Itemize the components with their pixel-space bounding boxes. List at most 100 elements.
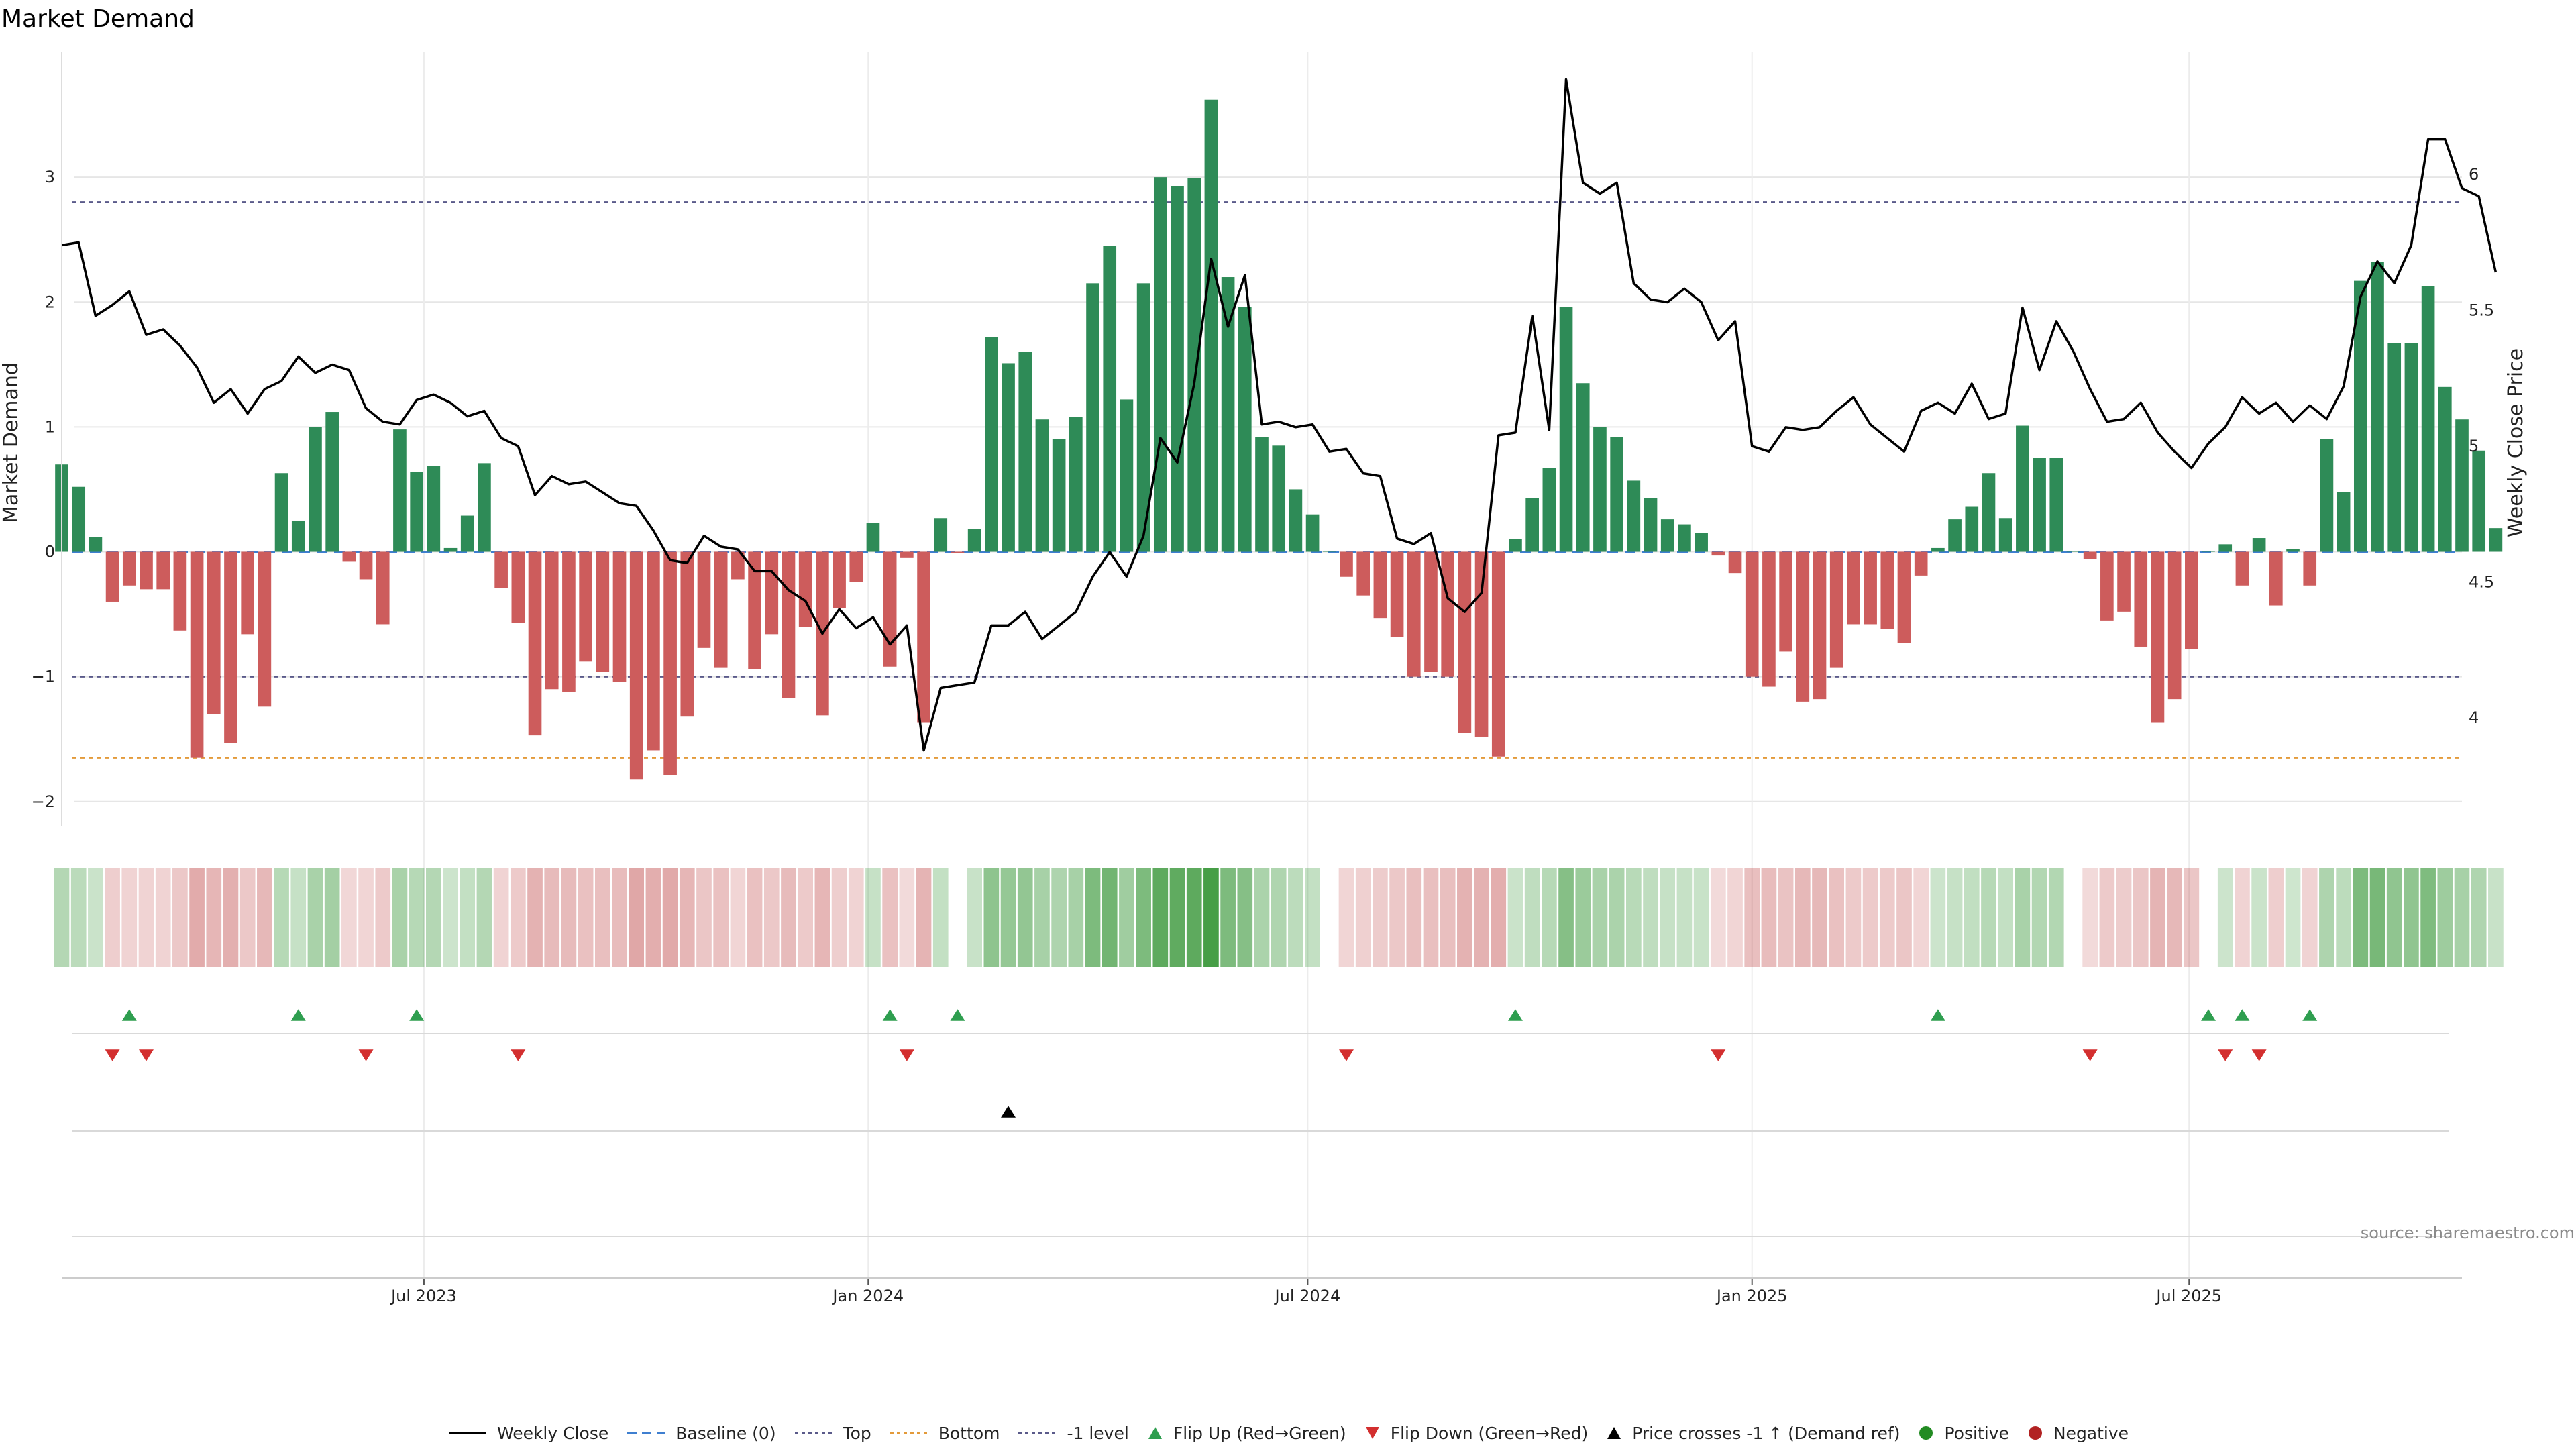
negative-heat-cell — [358, 868, 374, 967]
negative-demand-bar — [629, 551, 643, 780]
positive-demand-bar — [2337, 492, 2351, 552]
negative-heat-cell — [375, 868, 391, 967]
legend-item: Flip Down (Green→Red) — [1364, 1424, 1588, 1443]
negative-demand-bar — [697, 551, 711, 648]
negative-demand-bar — [1491, 551, 1505, 757]
positive-demand-bar — [72, 486, 86, 552]
positive-heat-cell — [1254, 868, 1270, 967]
negative-demand-bar — [1897, 551, 1911, 643]
y2-tick-label: 4.5 — [2469, 573, 2494, 592]
positive-heat-cell — [324, 868, 340, 967]
negative-demand-bar — [2235, 551, 2249, 586]
negative-heat-cell — [1373, 868, 1388, 967]
positive-heat-cell — [967, 868, 982, 967]
positive-demand-bar — [393, 429, 407, 552]
negative-heat-cell — [781, 868, 796, 967]
positive-demand-bar — [1542, 468, 1556, 552]
y-tick-label: −1 — [32, 667, 55, 686]
y2-tick-label: 6 — [2469, 165, 2479, 184]
positive-heat-cell — [1660, 868, 1676, 967]
positive-heat-cell — [2048, 868, 2064, 967]
positive-heat-cell — [1609, 868, 1625, 967]
positive-heat-cell — [2336, 868, 2351, 967]
positive-demand-bar — [1678, 524, 1691, 552]
positive-demand-bar — [1305, 514, 1320, 552]
positive-heat-cell — [2015, 868, 2031, 967]
positive-heat-cell — [290, 868, 307, 967]
positive-heat-cell — [460, 868, 476, 967]
negative-demand-bar — [798, 551, 812, 627]
negative-heat-cell — [2099, 868, 2115, 967]
positive-demand-bar — [1695, 533, 1708, 552]
negative-heat-cell — [763, 868, 780, 967]
negative-demand-bar — [647, 551, 660, 751]
positive-heat-cell — [1524, 868, 1540, 967]
positive-heat-cell — [274, 868, 289, 967]
positive-demand-bar — [866, 523, 880, 552]
negative-heat-cell — [155, 868, 171, 967]
negative-demand-bar — [1779, 551, 1792, 652]
positive-heat-cell — [392, 868, 408, 967]
negative-demand-bar — [1711, 551, 1725, 556]
positive-demand-bar — [1289, 489, 1303, 552]
positive-demand-bar — [2421, 286, 2435, 552]
positive-demand-bar — [1610, 437, 1623, 552]
negative-demand-bar — [1407, 551, 1421, 677]
negative-heat-cell — [2082, 868, 2098, 967]
grid-lines — [74, 52, 2462, 1278]
axes: −2 −1 0 1 2 3 4 4.5 5 5.5 6 Jul 2023 Jan 2024 Jul 202… — [32, 52, 2494, 1305]
negative-demand-bar — [731, 551, 745, 580]
flip-down-marker — [899, 1049, 914, 1061]
negative-heat-cell — [138, 868, 154, 967]
dash-swatch-icon — [627, 1432, 665, 1434]
negative-heat-cell — [2184, 868, 2200, 967]
positive-heat-cell — [1085, 868, 1101, 967]
positive-demand-bar — [2252, 538, 2266, 552]
negative-heat-cell — [341, 868, 357, 967]
positive-demand-bar — [2353, 280, 2367, 552]
legend-label: Flip Up (Red→Green) — [1173, 1423, 1346, 1443]
weekly-close-line — [61, 78, 2498, 752]
negative-heat-cell — [510, 868, 526, 967]
negative-demand-bar — [900, 551, 914, 558]
positive-demand-bar — [2472, 450, 2486, 552]
negative-demand-bar — [1847, 551, 1860, 625]
negative-heat-cell — [1457, 868, 1472, 967]
positive-demand-bar — [1998, 518, 2012, 552]
positive-heat-cell — [2319, 868, 2334, 967]
negative-demand-bar — [1340, 551, 1353, 577]
flip-up-marker — [2235, 1009, 2250, 1021]
y-tick-label: 1 — [45, 417, 55, 436]
negative-heat-cell — [1710, 868, 1726, 967]
flip-up-marker — [1930, 1009, 1945, 1021]
positive-demand-bar — [2404, 343, 2418, 552]
positive-demand-bar — [443, 547, 458, 552]
chart-title: Market Demand — [1, 5, 195, 33]
negative-demand-bar — [1762, 551, 1776, 687]
negative-demand-bar — [241, 551, 254, 635]
positive-demand-bar — [1559, 307, 1573, 552]
negative-demand-bar — [562, 551, 576, 692]
legend-item: Bottom — [889, 1424, 1000, 1443]
positive-demand-bar — [2049, 458, 2063, 552]
flip-down-marker — [105, 1049, 120, 1061]
positive-demand-bar — [2218, 544, 2233, 552]
positive-heat-cell — [1017, 868, 1033, 967]
negative-demand-bar — [2269, 551, 2283, 606]
negative-heat-cell — [544, 868, 560, 967]
negative-heat-cell — [257, 868, 272, 967]
positive-heat-cell — [476, 868, 492, 967]
positive-heat-cell — [1947, 868, 1963, 967]
positive-demand-bar — [325, 412, 339, 552]
positive-demand-bar — [1509, 539, 1522, 552]
positive-heat-cell — [1693, 868, 1709, 967]
negative-demand-bar — [122, 551, 136, 586]
negative-demand-bar — [748, 551, 761, 669]
negative-heat-cell — [1389, 868, 1405, 967]
negative-demand-bar — [258, 551, 272, 707]
negative-heat-cell — [2302, 868, 2318, 967]
positive-heat-cell — [88, 868, 103, 967]
y2-axis-label: Weekly Close Price — [2504, 348, 2528, 537]
negative-heat-cell — [848, 868, 864, 967]
legend-item: Top — [794, 1424, 871, 1443]
